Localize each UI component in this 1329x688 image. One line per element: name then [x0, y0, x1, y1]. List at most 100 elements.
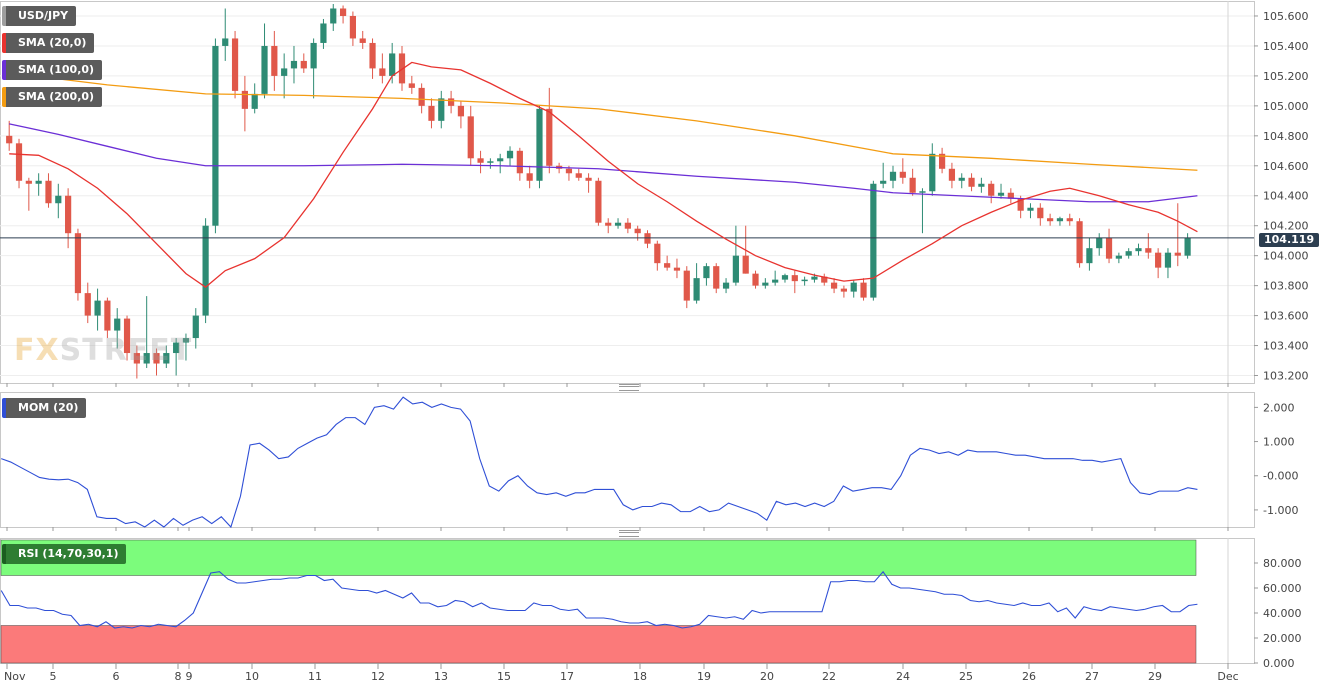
x-tick-label: 6	[113, 670, 120, 683]
candle-body	[1066, 218, 1073, 222]
x-tick-label: 17	[560, 670, 574, 683]
rsi-overbought-zone	[0, 539, 1197, 576]
candle-body	[1164, 252, 1172, 268]
candle-body	[713, 266, 720, 289]
candle-body	[389, 53, 396, 76]
candle-body	[585, 177, 592, 181]
candle-body	[536, 108, 543, 181]
candle-body	[722, 282, 730, 289]
mom-tick-label: -0.000	[1263, 470, 1298, 483]
candle-body	[516, 150, 523, 174]
candle-body	[752, 273, 759, 286]
price-tick-label: 103.600	[1263, 310, 1309, 323]
candle-body	[261, 45, 268, 94]
candle-body	[968, 177, 975, 187]
candle-body	[1096, 237, 1103, 249]
x-tick-label: 11	[308, 670, 322, 683]
candle-body	[487, 161, 494, 163]
x-tick-label: 26	[1022, 670, 1036, 683]
candle-body	[1056, 218, 1064, 222]
rsi-tick-label: 40.000	[1263, 607, 1302, 620]
candle-body	[644, 233, 651, 244]
rsi-tag[interactable]: RSI (14,70,30,1)	[2, 544, 127, 564]
fxstreet-logo: FXSTREET	[14, 333, 192, 368]
current-price-label: 104.119	[1259, 233, 1320, 247]
sma200-tag[interactable]: SMA (200,0)	[2, 87, 103, 107]
panel-resize-handle-2[interactable]	[619, 530, 639, 537]
candle-body	[673, 267, 681, 271]
candle-body	[369, 42, 376, 69]
candle-body	[222, 38, 229, 46]
candle-body	[614, 222, 622, 226]
candle-body	[939, 153, 946, 169]
x-tick-label: 22	[822, 670, 836, 683]
symbol-tag[interactable]: USD/JPY	[2, 6, 77, 26]
x-tick-label: 15	[497, 670, 511, 683]
candle-body	[958, 177, 965, 181]
candle-body	[772, 279, 779, 283]
candle-body	[320, 23, 327, 43]
x-tick-label: 19	[697, 670, 711, 683]
x-tick-label: 25	[959, 670, 973, 683]
candle-body	[781, 275, 789, 280]
candle-body	[114, 318, 121, 331]
candle-body	[163, 353, 170, 364]
candle-body	[457, 105, 465, 117]
x-tick-label: 8	[175, 670, 182, 683]
candle-body	[654, 243, 661, 264]
candle-body	[742, 255, 749, 274]
candle-body	[506, 150, 514, 159]
candle-body	[664, 263, 671, 268]
candle-body	[850, 282, 857, 292]
price-tick-label: 104.000	[1263, 250, 1309, 263]
candle-body	[25, 180, 32, 184]
price-tick-label: 105.400	[1263, 40, 1309, 53]
candle-body	[1076, 221, 1083, 264]
candle-body	[35, 180, 42, 184]
candle-body	[605, 222, 612, 226]
x-tick-label: 12	[371, 670, 385, 683]
x-tick-label: 20	[760, 670, 774, 683]
candle-body	[703, 266, 710, 279]
candle-body	[467, 116, 474, 159]
candle-body	[271, 45, 278, 76]
candle-body	[65, 195, 72, 234]
candle-body	[281, 68, 288, 76]
candle-body	[251, 93, 258, 109]
price-tick-label: 103.800	[1263, 280, 1309, 293]
candle-body	[1174, 252, 1181, 256]
candle-body	[438, 98, 445, 121]
sma200-line	[9, 72, 1198, 171]
candle-body	[693, 278, 700, 301]
axes: 105.600 105.400 105.200 105.000 104.800 104.6…	[4, 10, 1309, 683]
price-tick-label: 105.200	[1263, 70, 1309, 83]
price-tick-label: 105.000	[1263, 100, 1309, 113]
price-tick-label: 104.600	[1263, 160, 1309, 173]
panel-resize-handle-1[interactable]	[619, 384, 639, 391]
candle-body	[1115, 255, 1122, 259]
candle-body	[428, 105, 435, 121]
candle-body	[880, 180, 887, 184]
candle-body	[1105, 237, 1113, 259]
mom-tag[interactable]: MOM (20)	[2, 398, 87, 418]
candle-body	[1135, 248, 1142, 252]
sma20-tag[interactable]: SMA (20,0)	[2, 33, 95, 53]
candle-body	[15, 143, 23, 181]
candle-body	[231, 38, 239, 91]
x-tick-label: 18	[633, 670, 647, 683]
candle-body	[801, 279, 808, 282]
rsi-tick-label: 20.000	[1263, 632, 1302, 645]
candle-body	[791, 275, 798, 282]
candle-body	[477, 158, 484, 163]
candle-body	[634, 228, 641, 234]
x-tick-label: Nov	[4, 670, 26, 683]
rsi-series	[0, 570, 1198, 629]
candle-body	[1047, 218, 1054, 222]
logo-part-street: STREET	[59, 333, 193, 368]
rsi-tick-label: 60.000	[1263, 582, 1302, 595]
x-tick-label: 29	[1148, 670, 1162, 683]
candle-body	[575, 173, 582, 178]
candle-body	[45, 180, 52, 204]
sma100-tag[interactable]: SMA (100,0)	[2, 60, 103, 80]
